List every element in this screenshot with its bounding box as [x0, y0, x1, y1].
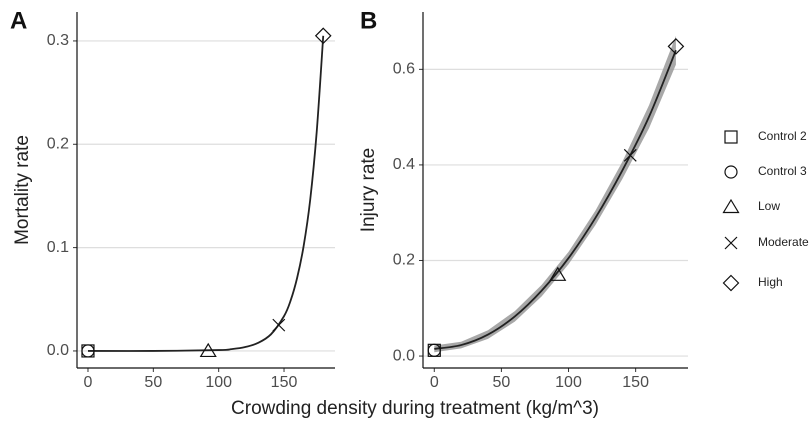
marker-diamond [722, 274, 740, 292]
legend-label: Moderate [758, 235, 809, 249]
marker-cross [724, 236, 738, 250]
marker-diamond [314, 27, 332, 45]
marker-square [724, 130, 738, 144]
y-tick-label: 0.0 [393, 347, 415, 364]
panel-label: B [360, 7, 377, 34]
y-tick-label: 0.2 [47, 135, 69, 152]
x-tick-label: 100 [555, 374, 582, 391]
marker-circle [427, 343, 441, 357]
x-tick-label: 0 [84, 374, 93, 391]
fit-line [434, 49, 677, 350]
panel-label: A [10, 7, 27, 34]
y-axis-title: Injury rate [358, 148, 379, 232]
legend-label: High [758, 275, 783, 289]
marker-diamond [667, 38, 685, 55]
x-tick-label: 150 [622, 374, 649, 391]
fit-line [87, 35, 325, 352]
legend-label: Control 2 [758, 129, 807, 143]
legend-label: Low [758, 199, 780, 213]
marker-cross [623, 148, 637, 162]
x-axis-title: Crowding density during treatment (kg/m^… [231, 398, 599, 419]
y-tick-label: 0.6 [393, 61, 415, 78]
y-axis-title: Mortality rate [12, 135, 33, 245]
x-tick-label: 0 [430, 374, 439, 391]
y-tick-label: 0.3 [47, 32, 69, 49]
y-tick-label: 0.1 [47, 239, 69, 256]
confidence-band [434, 35, 676, 353]
legend-label: Control 3 [758, 164, 807, 178]
y-tick-label: 0.4 [393, 156, 415, 173]
marker-triangle [549, 266, 567, 281]
y-tick-label: 0.2 [393, 252, 415, 269]
marker-triangle [199, 342, 217, 358]
y-tick-label: 0.0 [47, 342, 69, 359]
marker-triangle [722, 198, 740, 214]
x-tick-label: 50 [493, 374, 511, 391]
marker-cross [272, 318, 286, 332]
marker-circle [81, 344, 95, 358]
marker-circle [724, 165, 738, 179]
x-tick-label: 50 [144, 374, 162, 391]
x-tick-label: 150 [271, 374, 298, 391]
x-tick-label: 100 [205, 374, 232, 391]
